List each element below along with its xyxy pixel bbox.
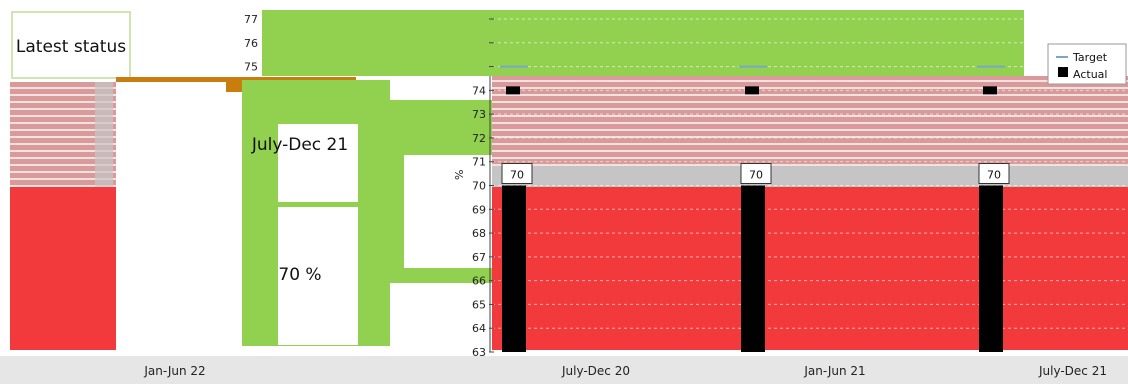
status-heading: Latest status [16,37,126,57]
y-tick-label-72: 72 [472,132,486,145]
legend-box [1047,43,1127,85]
actual-series [502,185,1003,352]
plot-gray-band [492,166,1128,187]
y-tick-label-73: 73 [472,108,486,121]
legend-target-label: Target [1072,51,1108,64]
x-tick-label-1: Jan-Jun 21 [803,364,865,378]
y-tick-label-69: 69 [472,203,486,216]
actual-bar-0 [502,185,526,352]
plot-striped-area [492,76,1128,166]
y-tick-label-71: 71 [472,156,486,169]
white-notch [404,155,492,268]
white-card-bottom [278,207,358,345]
actual-bar-1 [741,185,765,352]
orange-line [116,77,356,82]
target-series [500,65,1005,95]
status-period: July-Dec 21 [251,135,348,155]
y-tick-label-65: 65 [472,298,486,311]
gridlines [492,18,1128,353]
data-label-1: 70 [749,169,763,182]
status-panel-box [11,11,131,79]
y-tick-label-76: 76 [244,37,258,50]
data-label-box-2 [978,163,1010,184]
x-axis-strip [0,356,1128,384]
y-tick-label-63: 63 [472,346,486,359]
data-labels: 70 70 70 [501,163,1010,184]
x-tick-label-0: July-Dec 20 [561,364,630,378]
y-tick-label-70: 70 [472,180,486,193]
y-axis-title: % [453,170,466,180]
y-axis: 63 64 65 66 67 68 69 70 71 72 73 74 75 76 77 [244,13,494,359]
legend: Target Actual [1047,43,1127,85]
data-label-box-0 [501,163,533,184]
y-tick-label-68: 68 [472,227,486,240]
plot-red-area [492,187,1128,350]
actual-bar-2 [979,185,1003,352]
left-red-block [10,187,116,350]
y-tick-label-74: 74 [472,84,486,97]
data-label-2: 70 [987,169,1001,182]
left-gray-strip [95,82,113,187]
white-card-top [278,124,358,202]
target-chip-1 [745,86,759,95]
y-tick-label-64: 64 [472,322,486,335]
status-value: 70 % [278,265,321,285]
data-label-0: 70 [510,169,524,182]
status-period-label: Jan-Jun 22 [143,364,205,378]
target-chip-2 [983,86,997,95]
legend-actual-label: Actual [1073,68,1107,81]
target-chip-0 [506,86,520,95]
y-tick-label-77: 77 [244,13,258,26]
x-tick-label-2: July-Dec 21 [1038,364,1107,378]
y-tick-label-67: 67 [472,251,486,264]
data-label-box-1 [740,163,772,184]
y-tick-label-66: 66 [472,275,486,288]
y-tick-label-75: 75 [244,61,258,74]
x-axis: July-Dec 20 Jan-Jun 21 July-Dec 21 [561,364,1107,378]
legend-actual-swatch [1058,67,1068,77]
